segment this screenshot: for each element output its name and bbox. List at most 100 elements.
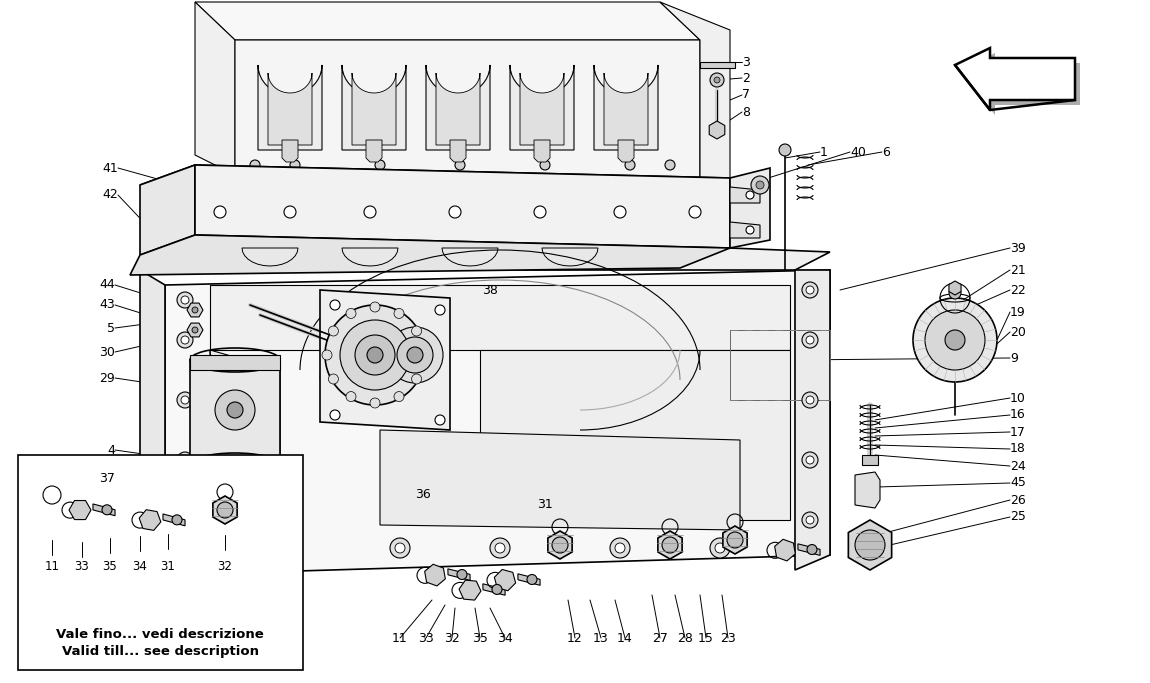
Circle shape xyxy=(665,160,675,170)
Circle shape xyxy=(802,512,818,528)
Text: 31: 31 xyxy=(161,561,176,574)
Polygon shape xyxy=(69,501,91,520)
Polygon shape xyxy=(604,73,647,145)
Polygon shape xyxy=(730,168,770,248)
Circle shape xyxy=(181,516,189,524)
Polygon shape xyxy=(459,580,481,600)
Circle shape xyxy=(806,396,814,404)
Text: 12: 12 xyxy=(567,632,583,645)
Polygon shape xyxy=(258,65,322,150)
Polygon shape xyxy=(196,2,700,40)
Text: 31: 31 xyxy=(537,499,553,512)
Polygon shape xyxy=(450,140,466,162)
Polygon shape xyxy=(795,270,830,570)
Circle shape xyxy=(527,574,537,585)
Text: 20: 20 xyxy=(1010,326,1026,339)
Polygon shape xyxy=(660,2,730,190)
Text: 10: 10 xyxy=(1010,391,1026,404)
Circle shape xyxy=(807,544,816,555)
Polygon shape xyxy=(534,140,550,162)
Polygon shape xyxy=(380,430,739,530)
Circle shape xyxy=(192,327,198,333)
Polygon shape xyxy=(93,504,115,516)
Polygon shape xyxy=(730,187,760,203)
Polygon shape xyxy=(140,235,830,270)
Bar xyxy=(190,355,279,370)
Polygon shape xyxy=(210,285,790,350)
Polygon shape xyxy=(130,235,730,275)
Polygon shape xyxy=(164,270,830,575)
Circle shape xyxy=(624,160,635,170)
Text: 8: 8 xyxy=(742,105,750,118)
Polygon shape xyxy=(775,540,796,561)
Text: 36: 36 xyxy=(415,488,431,501)
Polygon shape xyxy=(235,40,700,190)
Polygon shape xyxy=(140,165,196,255)
Circle shape xyxy=(370,302,380,312)
Circle shape xyxy=(181,296,189,304)
Circle shape xyxy=(492,585,503,594)
Circle shape xyxy=(751,176,769,194)
Text: 16: 16 xyxy=(1010,408,1026,421)
Circle shape xyxy=(227,402,243,418)
Circle shape xyxy=(715,543,724,553)
Circle shape xyxy=(945,330,965,350)
Text: 19: 19 xyxy=(1010,305,1026,318)
Polygon shape xyxy=(723,526,748,554)
Text: 7: 7 xyxy=(742,89,750,102)
Polygon shape xyxy=(282,140,298,162)
Text: 15: 15 xyxy=(698,632,714,645)
Polygon shape xyxy=(618,140,634,162)
Text: 34: 34 xyxy=(132,561,147,574)
Text: 13: 13 xyxy=(593,632,608,645)
Text: 29: 29 xyxy=(99,372,115,385)
Polygon shape xyxy=(798,544,820,555)
Text: 41: 41 xyxy=(102,161,118,174)
Text: 25: 25 xyxy=(1010,510,1026,523)
Circle shape xyxy=(806,456,814,464)
Circle shape xyxy=(925,310,986,370)
Polygon shape xyxy=(163,514,185,526)
Polygon shape xyxy=(366,140,382,162)
Polygon shape xyxy=(480,350,790,520)
Circle shape xyxy=(746,226,754,234)
Circle shape xyxy=(181,336,189,344)
Circle shape xyxy=(325,305,426,405)
Text: 34: 34 xyxy=(497,632,513,645)
Circle shape xyxy=(662,537,678,553)
Circle shape xyxy=(913,298,997,382)
Circle shape xyxy=(806,516,814,524)
Circle shape xyxy=(854,530,886,560)
Polygon shape xyxy=(187,303,204,317)
Circle shape xyxy=(435,415,445,425)
Circle shape xyxy=(330,410,340,420)
Polygon shape xyxy=(949,281,961,295)
Polygon shape xyxy=(196,2,235,175)
Circle shape xyxy=(346,309,356,318)
Text: 32: 32 xyxy=(217,561,232,574)
Circle shape xyxy=(388,327,443,383)
Text: 18: 18 xyxy=(1010,443,1026,456)
Circle shape xyxy=(802,282,818,298)
Text: 38: 38 xyxy=(482,283,498,296)
Bar xyxy=(18,455,302,670)
Circle shape xyxy=(552,537,568,553)
Circle shape xyxy=(181,396,189,404)
Circle shape xyxy=(534,206,546,218)
Circle shape xyxy=(412,374,422,384)
Circle shape xyxy=(214,206,227,218)
Circle shape xyxy=(779,144,791,156)
Circle shape xyxy=(710,538,730,558)
Polygon shape xyxy=(509,65,574,150)
Circle shape xyxy=(172,515,182,525)
Circle shape xyxy=(365,206,376,218)
Circle shape xyxy=(394,309,404,318)
Circle shape xyxy=(346,391,356,402)
Text: 30: 30 xyxy=(99,346,115,359)
Circle shape xyxy=(367,347,383,363)
Polygon shape xyxy=(352,73,396,145)
Text: 1: 1 xyxy=(820,145,828,158)
Polygon shape xyxy=(342,65,406,150)
Circle shape xyxy=(329,326,338,336)
Text: 2: 2 xyxy=(742,72,750,85)
